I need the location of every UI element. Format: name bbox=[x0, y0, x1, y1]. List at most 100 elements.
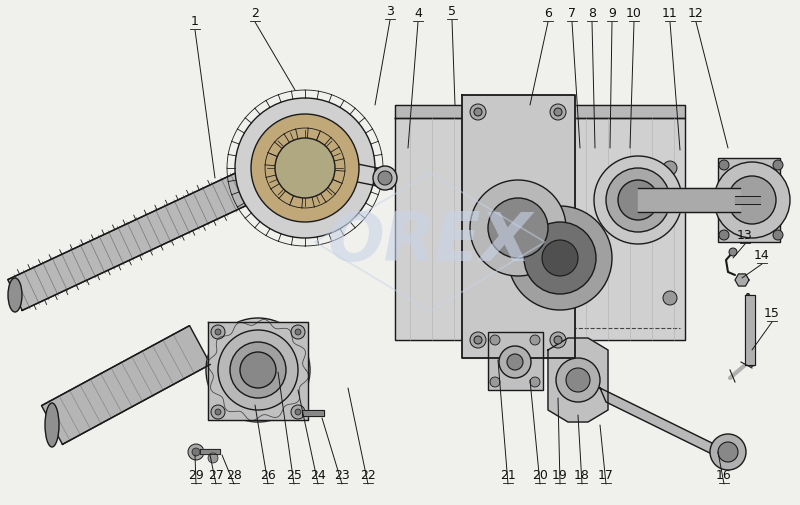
Circle shape bbox=[295, 409, 301, 415]
Circle shape bbox=[556, 358, 600, 402]
Circle shape bbox=[277, 140, 333, 196]
Text: 27: 27 bbox=[208, 469, 224, 482]
Circle shape bbox=[208, 453, 218, 463]
Text: 4: 4 bbox=[414, 7, 422, 20]
Circle shape bbox=[728, 176, 776, 224]
Polygon shape bbox=[735, 196, 760, 204]
Circle shape bbox=[295, 329, 301, 335]
Circle shape bbox=[554, 336, 562, 344]
Circle shape bbox=[275, 138, 335, 198]
Circle shape bbox=[211, 405, 225, 419]
Text: 21: 21 bbox=[500, 469, 516, 482]
Circle shape bbox=[530, 377, 540, 387]
Circle shape bbox=[211, 325, 225, 339]
Text: 3: 3 bbox=[386, 5, 394, 18]
Circle shape bbox=[524, 222, 596, 294]
Circle shape bbox=[192, 448, 200, 456]
Circle shape bbox=[490, 377, 500, 387]
Text: 7: 7 bbox=[568, 7, 576, 20]
Text: OREX: OREX bbox=[328, 209, 532, 275]
Circle shape bbox=[251, 114, 359, 222]
Polygon shape bbox=[735, 274, 749, 286]
Circle shape bbox=[470, 332, 486, 348]
Circle shape bbox=[566, 368, 590, 392]
Circle shape bbox=[719, 230, 729, 240]
Circle shape bbox=[291, 325, 305, 339]
Text: 12: 12 bbox=[688, 7, 704, 20]
Circle shape bbox=[378, 171, 392, 185]
Circle shape bbox=[530, 335, 540, 345]
Circle shape bbox=[714, 162, 790, 238]
Polygon shape bbox=[600, 388, 720, 458]
Text: 2: 2 bbox=[251, 7, 259, 20]
Text: 29: 29 bbox=[188, 469, 204, 482]
Text: 8: 8 bbox=[588, 7, 596, 20]
Circle shape bbox=[474, 336, 482, 344]
Text: 20: 20 bbox=[532, 469, 548, 482]
Text: 11: 11 bbox=[662, 7, 678, 20]
Polygon shape bbox=[462, 95, 575, 358]
Circle shape bbox=[554, 108, 562, 116]
Circle shape bbox=[729, 248, 737, 256]
Circle shape bbox=[188, 444, 204, 460]
Circle shape bbox=[618, 180, 658, 220]
Circle shape bbox=[206, 318, 310, 422]
Circle shape bbox=[773, 160, 783, 170]
Text: 17: 17 bbox=[598, 469, 614, 482]
Polygon shape bbox=[395, 105, 685, 118]
Circle shape bbox=[606, 168, 670, 232]
Ellipse shape bbox=[45, 403, 59, 447]
Circle shape bbox=[488, 198, 548, 258]
Polygon shape bbox=[208, 322, 308, 420]
Polygon shape bbox=[200, 449, 220, 454]
Circle shape bbox=[542, 240, 578, 276]
Circle shape bbox=[550, 332, 566, 348]
Circle shape bbox=[719, 160, 729, 170]
Circle shape bbox=[710, 434, 746, 470]
Polygon shape bbox=[42, 326, 210, 444]
Polygon shape bbox=[333, 159, 392, 189]
Ellipse shape bbox=[8, 278, 22, 312]
Text: 5: 5 bbox=[448, 5, 456, 18]
Circle shape bbox=[507, 354, 523, 370]
Polygon shape bbox=[548, 338, 608, 422]
Circle shape bbox=[490, 335, 500, 345]
Circle shape bbox=[230, 342, 286, 398]
Text: 25: 25 bbox=[286, 469, 302, 482]
Circle shape bbox=[218, 330, 298, 410]
Text: 1: 1 bbox=[191, 15, 199, 28]
Text: 6: 6 bbox=[544, 7, 552, 20]
Text: 14: 14 bbox=[754, 249, 770, 262]
Circle shape bbox=[594, 156, 682, 244]
Bar bbox=[488, 332, 543, 390]
Text: 23: 23 bbox=[334, 469, 350, 482]
Text: 9: 9 bbox=[608, 7, 616, 20]
Circle shape bbox=[470, 104, 486, 120]
Polygon shape bbox=[638, 188, 740, 212]
Text: 24: 24 bbox=[310, 469, 326, 482]
Polygon shape bbox=[8, 170, 258, 311]
Circle shape bbox=[550, 104, 566, 120]
Circle shape bbox=[373, 166, 397, 190]
Circle shape bbox=[215, 409, 221, 415]
Text: 10: 10 bbox=[626, 7, 642, 20]
Circle shape bbox=[508, 206, 612, 310]
Text: 18: 18 bbox=[574, 469, 590, 482]
Bar bbox=[718, 158, 780, 242]
Circle shape bbox=[773, 230, 783, 240]
Circle shape bbox=[470, 180, 566, 276]
Text: 13: 13 bbox=[737, 229, 753, 242]
Circle shape bbox=[663, 291, 677, 305]
Text: 28: 28 bbox=[226, 469, 242, 482]
Polygon shape bbox=[302, 410, 324, 416]
Text: 16: 16 bbox=[716, 469, 732, 482]
Circle shape bbox=[215, 329, 221, 335]
Polygon shape bbox=[395, 118, 685, 340]
Text: 26: 26 bbox=[260, 469, 276, 482]
Circle shape bbox=[291, 405, 305, 419]
Circle shape bbox=[663, 161, 677, 175]
Circle shape bbox=[235, 98, 375, 238]
Polygon shape bbox=[745, 295, 755, 365]
Text: 15: 15 bbox=[764, 307, 780, 320]
Circle shape bbox=[474, 108, 482, 116]
